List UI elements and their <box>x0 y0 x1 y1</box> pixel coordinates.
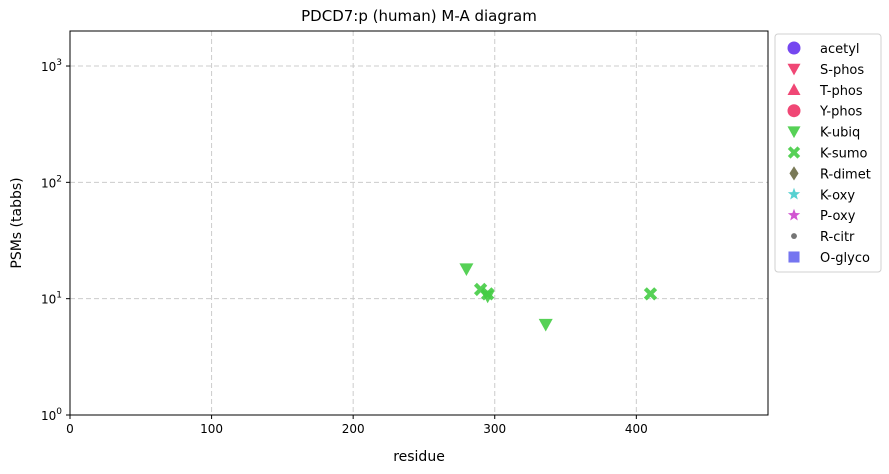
legend-label: R-dimet <box>820 167 871 182</box>
x-tick-label: 0 <box>66 422 74 436</box>
legend-marker-k-oxy <box>787 187 801 200</box>
y-tick-label: 100 <box>41 407 62 423</box>
y-tick-label: 103 <box>41 58 62 74</box>
legend-marker-r-citr <box>791 233 797 240</box>
legend-marker-o-glyco <box>788 251 800 263</box>
y-tick-exponent: 0 <box>56 407 62 417</box>
y-tick-label: 101 <box>41 291 62 307</box>
legend-label: T-phos <box>819 84 863 99</box>
y-tick-exponent: 3 <box>56 58 62 68</box>
x-tick-label: 100 <box>200 422 223 436</box>
data-point-k-sumo <box>643 287 658 301</box>
legend-label: K-oxy <box>820 188 855 203</box>
legend-label: K-sumo <box>820 147 868 162</box>
legend-label: Y-phos <box>819 105 863 120</box>
data-point-k-sumo <box>481 287 495 301</box>
legend-label: P-oxy <box>820 209 856 224</box>
legend-label: S-phos <box>820 63 864 78</box>
plot-frame <box>69 30 769 416</box>
legend-marker-s-phos <box>787 63 801 76</box>
y-tick-exponent: 1 <box>56 291 62 301</box>
legend-marker-k-ubiq <box>787 126 801 139</box>
x-axis-label: residue <box>393 449 445 465</box>
y-tick-label: 102 <box>41 174 62 190</box>
legend-marker-acetyl <box>787 41 801 55</box>
legend-label: O-glyco <box>820 251 870 266</box>
legend-marker-y-phos <box>787 104 801 118</box>
data-points <box>459 263 658 332</box>
y-axis-label: PSMs (tabbs) <box>9 177 25 268</box>
legend-label: acetyl <box>820 42 860 57</box>
legend-label: R-citr <box>820 230 855 245</box>
x-tick-label: 200 <box>342 422 365 436</box>
grid-lines <box>70 31 768 415</box>
chart-title: PDCD7:p (human) M-A diagram <box>301 7 537 25</box>
x-tick-label: 400 <box>625 422 648 436</box>
legend: acetyl S-phos T-phos Y-phos K-ubiq K-sumo R-di… <box>774 33 882 273</box>
legend-marker-r-dimet <box>789 166 799 181</box>
data-point-k-ubiq <box>459 263 474 276</box>
legend-box <box>774 33 882 273</box>
x-axis-ticks: 0 100 200 300 400 <box>66 415 648 436</box>
x-tick-label: 300 <box>483 422 506 436</box>
data-point-k-ubiq <box>538 318 553 332</box>
legend-marker-k-sumo <box>787 146 801 159</box>
y-tick-exponent: 2 <box>56 174 62 184</box>
legend-label: K-ubiq <box>820 126 860 141</box>
legend-marker-t-phos <box>787 83 801 95</box>
legend-marker-p-oxy <box>787 208 801 221</box>
